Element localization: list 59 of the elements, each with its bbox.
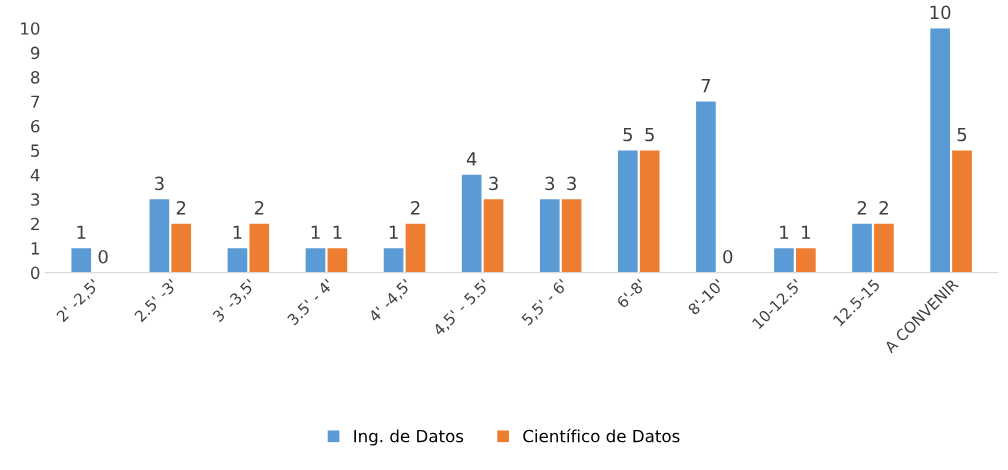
y-tick-label: 4 xyxy=(30,169,40,182)
data-label: 1 xyxy=(389,225,398,239)
data-label: 1 xyxy=(802,225,810,239)
data-label: 1 xyxy=(233,225,242,239)
bar xyxy=(71,248,92,273)
bar xyxy=(774,248,794,273)
bar xyxy=(149,199,170,273)
data-label: 2 xyxy=(879,201,888,215)
bar xyxy=(539,199,560,273)
bar xyxy=(461,174,482,273)
data-label: 0 xyxy=(723,249,733,264)
bar xyxy=(561,199,582,273)
bar xyxy=(249,223,270,273)
bar xyxy=(327,248,348,273)
data-label: 1 xyxy=(333,225,342,239)
data-label: 5 xyxy=(623,127,632,142)
y-tick-label: 2 xyxy=(31,217,39,231)
data-label: 7 xyxy=(701,79,711,93)
data-label: 2 xyxy=(411,201,420,215)
bar xyxy=(930,28,950,273)
data-label: 3 xyxy=(545,176,555,191)
bar xyxy=(483,199,504,273)
y-tick-label: 6 xyxy=(31,119,40,133)
data-label: 3 xyxy=(489,176,498,191)
data-label: 2 xyxy=(857,201,866,215)
data-label: 2 xyxy=(254,201,264,215)
y-tick-label: 7 xyxy=(31,95,40,108)
legend-label: Científico de Datos xyxy=(523,428,680,443)
bar xyxy=(639,150,660,273)
bar xyxy=(617,150,638,273)
bar xyxy=(305,248,326,273)
y-tick-label: 1 xyxy=(31,242,39,255)
bar xyxy=(852,223,872,273)
y-tick-label: 8 xyxy=(31,71,40,84)
y-tick-label: 5 xyxy=(31,144,40,157)
bar xyxy=(171,223,192,273)
data-label: 1 xyxy=(780,225,789,239)
bar xyxy=(405,223,426,273)
data-label: 0 xyxy=(98,249,108,264)
bar xyxy=(227,248,248,273)
data-label: 10 xyxy=(930,5,951,20)
bar xyxy=(796,248,816,273)
data-label: 2 xyxy=(176,201,186,215)
bar xyxy=(952,150,972,273)
y-tick-label: 9 xyxy=(30,46,40,60)
bar xyxy=(874,223,894,273)
data-label: 4 xyxy=(466,152,477,166)
bar xyxy=(696,101,716,273)
data-label: 3 xyxy=(154,176,164,191)
y-tick-label: 10 xyxy=(21,22,40,35)
data-label: 1 xyxy=(311,225,320,239)
bar xyxy=(383,248,404,273)
y-tick-label: 3 xyxy=(31,193,40,206)
y-tick-label: 0 xyxy=(30,266,40,280)
data-label: 3 xyxy=(567,176,576,191)
data-label: 5 xyxy=(645,127,654,142)
data-label: 1 xyxy=(77,225,86,239)
data-label: 5 xyxy=(957,127,967,142)
legend-label: Ing. de Datos xyxy=(354,429,464,446)
